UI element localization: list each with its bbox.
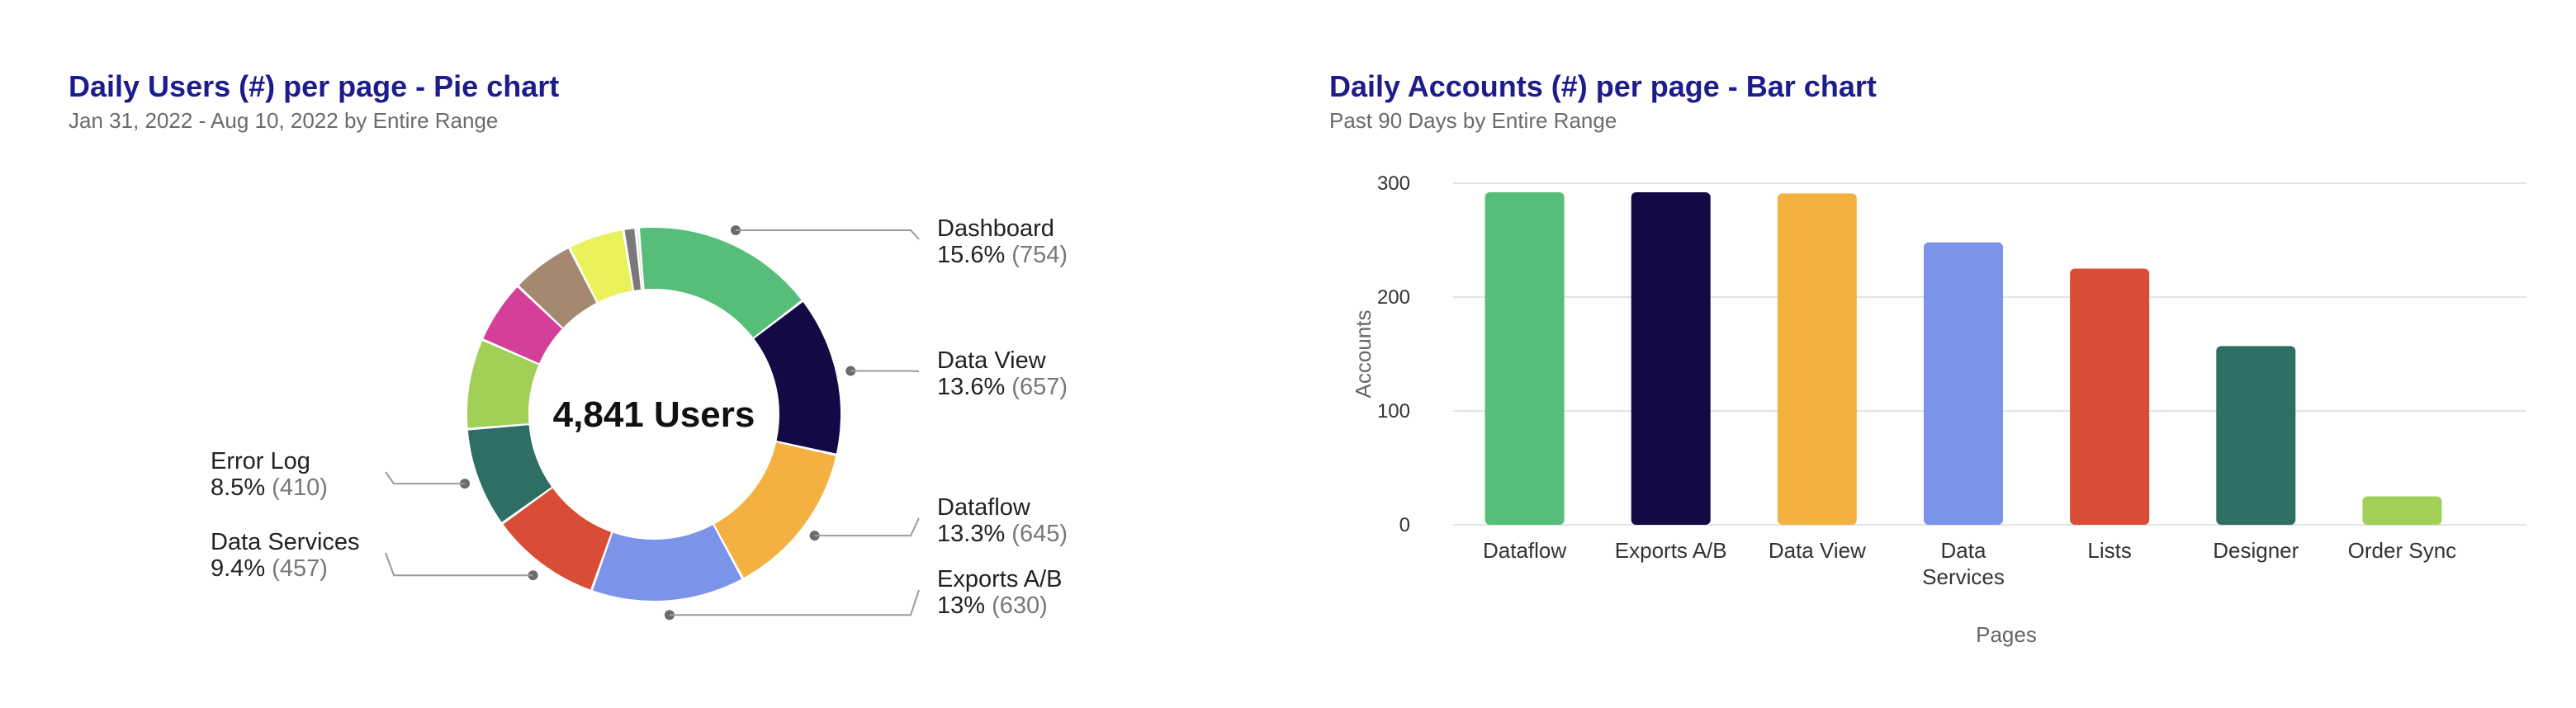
bar-data-view[interactable] (1777, 193, 1857, 526)
pie-label-name: Exports A/B (937, 566, 1063, 592)
bar-order-sync[interactable] (2362, 496, 2442, 526)
pie-slice[interactable] (519, 248, 597, 328)
x-tick-label: Designer (2213, 538, 2299, 563)
bar-data-services[interactable] (1924, 242, 2003, 525)
x-tick-label: Data (1941, 538, 1986, 563)
pie-chart-card: Daily Users (#) per page - Pie chart Jan… (69, 69, 1068, 621)
bar-designer[interactable] (2216, 346, 2296, 525)
bar-chart-subtitle: Past 90 Days by Entire Range (1329, 108, 1617, 133)
pie-label-count: (410) (272, 474, 328, 501)
x-tick-label: Services (1922, 564, 2005, 589)
pie-label-percent: 8.5% (211, 474, 272, 501)
y-tick-label: 0 (1399, 514, 1410, 536)
pie-label-value: 13.3% (645) (937, 521, 1068, 547)
leader-line (385, 471, 465, 485)
pie-label-value: 8.5% (410) (211, 474, 328, 501)
bar-lists[interactable] (2070, 268, 2150, 526)
pie-slice[interactable] (467, 341, 539, 428)
bar-exports-a-b[interactable] (1631, 192, 1711, 526)
pie-slice[interactable] (483, 287, 562, 364)
x-axis-title: Pages (1976, 622, 2037, 647)
bar-chart-title: Daily Accounts (#) per page - Bar chart (1329, 69, 1877, 103)
pie-label-percent: 9.4% (211, 555, 272, 582)
donut-center-total: 4,841 Users (553, 394, 755, 435)
bar-chart-card: Daily Accounts (#) per page - Bar chart … (1288, 0, 2576, 708)
pie-slice[interactable] (637, 228, 643, 290)
pie-label-percent: 13% (937, 592, 992, 619)
pie-label-count: (630) (992, 592, 1048, 619)
pie-label-name: Dashboard (937, 215, 1054, 242)
y-axis-title: Accounts (1351, 310, 1376, 399)
pie-label-count: (754) (1011, 242, 1068, 268)
x-tick-label: Dataflow (1483, 538, 1566, 563)
leader-line (736, 229, 920, 240)
leader-line (814, 517, 920, 537)
pie-slice-data-services[interactable] (503, 488, 612, 590)
leader-line (669, 589, 920, 616)
pie-label-value: 13.6% (657) (937, 374, 1068, 400)
pie-label-value: 9.4% (457) (211, 555, 328, 582)
y-tick-label: 300 (1377, 172, 1410, 195)
pie-label-name: Dataflow (937, 494, 1031, 521)
pie-slice[interactable] (571, 230, 633, 302)
pie-label-percent: 13.6% (937, 374, 1011, 400)
pie-label-value: 15.6% (754) (937, 242, 1068, 268)
pie-slice-dashboard[interactable] (640, 228, 802, 337)
pie-label-name: Data View (937, 347, 1047, 374)
bar-dataflow[interactable] (1485, 192, 1565, 526)
pie-label-name: Error Log (211, 448, 310, 474)
pie-slice-exports-a-b[interactable] (593, 525, 742, 601)
y-tick-label: 100 (1377, 400, 1410, 422)
pie-slice-data-view[interactable] (754, 302, 841, 454)
pie-slice[interactable] (624, 229, 642, 290)
pie-label-percent: 15.6% (937, 242, 1011, 268)
pie-label-value: 13% (630) (937, 592, 1048, 619)
x-tick-label: Data View (1769, 538, 1866, 563)
pie-label-count: (457) (272, 555, 328, 582)
pie-label-count: (657) (1011, 374, 1068, 400)
x-tick-label: Order Sync (2348, 538, 2457, 563)
pie-chart-subtitle: Jan 31, 2022 - Aug 10, 2022 by Entire Ra… (69, 108, 499, 133)
pie-label-percent: 13.3% (937, 521, 1011, 547)
y-tick-label: 200 (1377, 286, 1410, 309)
pie-slice-error-log[interactable] (467, 425, 552, 522)
x-tick-label: Lists (2087, 538, 2131, 563)
bar-chart: 0 100 200 300 Dataflow Exports A/B Data View Da… (1351, 172, 2526, 647)
x-tick-label: Exports A/B (1615, 538, 1727, 563)
pie-slice-dataflow[interactable] (714, 442, 836, 578)
pie-label-count: (645) (1011, 521, 1068, 547)
leader-line (385, 552, 533, 577)
pie-chart-title: Daily Users (#) per page - Pie chart (69, 69, 560, 103)
pie-label-name: Data Services (211, 529, 360, 555)
